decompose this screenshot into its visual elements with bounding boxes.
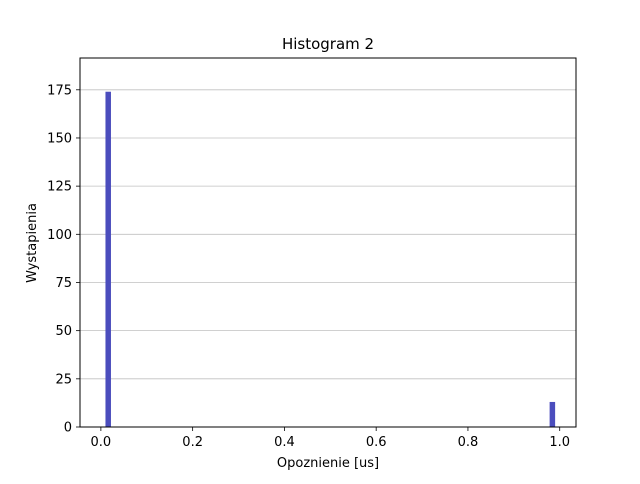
y-axis-label: Wystapienia xyxy=(25,203,40,283)
x-tick-label: 0.2 xyxy=(182,435,203,450)
plot-frame xyxy=(79,57,577,428)
y-tick-label: 25 xyxy=(55,372,72,387)
y-tick-label: 175 xyxy=(47,83,72,98)
y-tick-label: 100 xyxy=(47,228,72,243)
y-tick-label: 75 xyxy=(55,276,72,291)
y-tick-label: 125 xyxy=(47,180,72,195)
x-tick-label: 1.0 xyxy=(549,435,570,450)
y-ticks: 0 25 50 75 100 125 150 175 xyxy=(47,83,80,436)
x-axis-label: Opoznienie [us] xyxy=(277,456,379,471)
x-tick-label: 0.4 xyxy=(274,435,295,450)
x-tick-label: 0.0 xyxy=(91,435,112,450)
histogram-bar xyxy=(105,91,111,427)
y-tick-label: 150 xyxy=(47,131,72,146)
grid-lines xyxy=(80,89,576,428)
bars xyxy=(105,91,556,427)
chart-title: Histogram 2 xyxy=(282,35,374,53)
y-tick-label: 50 xyxy=(55,324,72,339)
x-ticks: 0.0 0.2 0.4 0.6 0.8 1.0 xyxy=(91,427,570,450)
x-tick-label: 0.6 xyxy=(366,435,387,450)
histogram-bar xyxy=(549,401,556,427)
y-tick-label: 0 xyxy=(64,421,72,436)
x-tick-label: 0.8 xyxy=(458,435,479,450)
